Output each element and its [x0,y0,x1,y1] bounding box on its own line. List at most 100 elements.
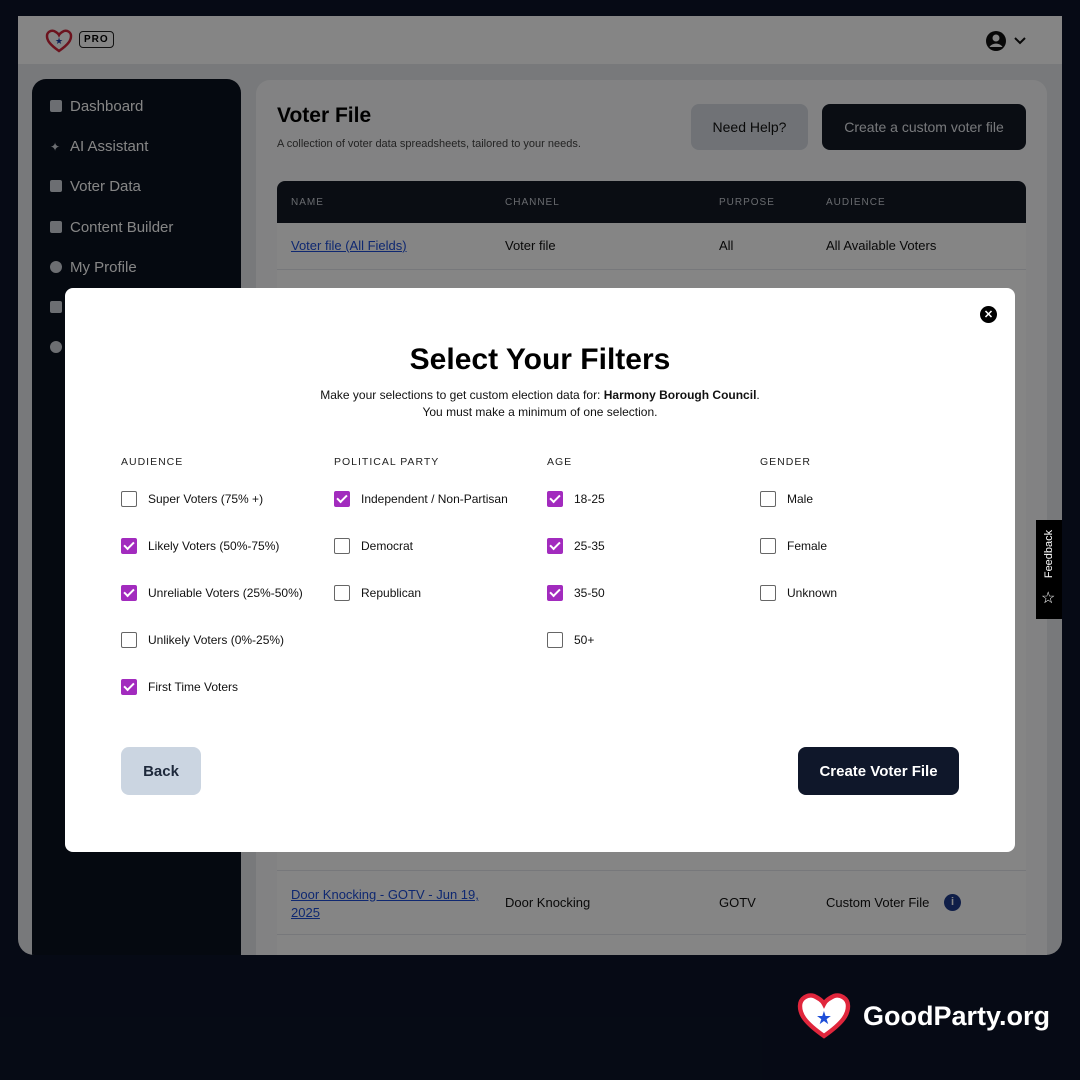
checkbox[interactable] [547,490,563,507]
goodparty-heart-logo-icon: ★ [797,993,851,1039]
sidebar-item-dashboard[interactable]: Dashboard [50,96,143,116]
row-audience: All Available Voters [826,238,937,253]
filter-group-heading: POLITICAL PARTY [334,456,440,468]
checkbox[interactable] [121,631,137,648]
heart-logo-icon[interactable]: ★ [45,29,73,53]
filter-group-gender: GENDER Male Female Unknown [760,456,960,631]
checkbox[interactable] [334,537,350,554]
sidebar-item-my-profile[interactable]: My Profile [50,257,137,277]
filter-group-heading: AGE [547,456,573,468]
filter-option[interactable]: 18-25 [547,490,747,507]
modal-title: Select Your Filters [409,343,671,376]
table-header: NAME CHANNEL PURPOSE AUDIENCE [277,181,1026,223]
close-icon[interactable]: ✕ [980,306,997,323]
filter-option[interactable]: 35-50 [547,584,747,601]
option-label: Unreliable Voters (25%-50%) [148,585,303,600]
svg-text:★: ★ [816,1008,832,1028]
create-voter-file-button[interactable]: Create Voter File [798,747,959,795]
filter-option[interactable]: Male [760,490,960,507]
need-help-button[interactable]: Need Help? [691,104,808,150]
info-icon[interactable]: i [944,894,961,911]
option-label: Super Voters (75% +) [148,491,264,506]
checkbox[interactable] [334,490,350,507]
sidebar-item-voter-data[interactable]: Voter Data [50,176,141,196]
row-purpose: GOTV [719,895,756,910]
checkbox[interactable] [547,584,563,601]
filter-option[interactable]: Unknown [760,584,960,601]
checkbox[interactable] [760,490,776,507]
option-label: Democrat [361,538,414,553]
filter-group-heading: AUDIENCE [121,456,184,468]
sidebar-item-heart[interactable] [50,337,62,357]
sidebar-item-content-builder[interactable]: Content Builder [50,217,173,237]
column-purpose: PURPOSE [719,196,775,208]
star-icon: ☆ [1041,590,1056,607]
table-row: Voter file (All Fields) Voter file All A… [277,223,1026,270]
row-channel: Voter file [505,238,556,253]
brand-name: GoodParty.org [863,1000,1051,1031]
checkbox[interactable] [760,537,776,554]
row-audience: Custom Voter File [826,895,930,910]
filter-group-age: AGE 18-25 25-35 35-50 50+ [547,456,747,678]
column-channel: CHANNEL [505,196,560,208]
folder-icon [50,180,62,192]
checkbox[interactable] [760,584,776,601]
pro-badge: PRO [79,31,114,48]
chevron-down-icon[interactable] [1014,36,1026,46]
checkbox[interactable] [547,537,563,554]
user-avatar-icon[interactable] [985,30,1007,52]
page-title: Voter File [277,104,372,127]
create-custom-voter-file-button[interactable]: Create a custom voter file [822,104,1026,150]
filter-option[interactable]: Independent / Non-Partisan [334,490,534,507]
sidebar-item-ai-assistant[interactable]: ✦ AI Assistant [50,137,149,155]
feedback-label: Feedback [1043,529,1055,579]
profile-icon [50,261,62,273]
option-label: Likely Voters (50%-75%) [148,538,280,553]
table-row: Door Knocking - GOTV - Jun 19, 2025 Door… [277,870,1026,935]
filter-option[interactable]: Likely Voters (50%-75%) [121,537,321,554]
option-label: 25-35 [574,538,605,553]
filter-option[interactable]: Republican [334,584,534,601]
row-purpose: All [719,238,734,253]
sidebar-item-library[interactable] [50,297,62,317]
top-header: ★ PRO [18,16,1062,64]
option-label: First Time Voters [148,679,239,694]
option-label: Male [787,491,814,506]
checkbox[interactable] [121,537,137,554]
checkbox[interactable] [121,490,137,507]
filter-option[interactable]: Unlikely Voters (0%-25%) [121,631,321,648]
row-name-link[interactable]: Voter file (All Fields) [291,238,407,253]
svg-text:★: ★ [55,36,63,46]
library-icon [50,301,62,313]
filter-option[interactable]: Female [760,537,960,554]
subtitle-suffix: . [756,388,760,402]
checkbox[interactable] [121,678,137,695]
option-label: Independent / Non-Partisan [361,491,508,506]
checkbox[interactable] [547,631,563,648]
select-filters-modal: ✕ Select Your Filters Make your selectio… [65,288,1015,852]
row-name-link[interactable]: Door Knocking - GOTV - Jun 19, 2025 [291,887,479,920]
column-audience: AUDIENCE [826,196,886,208]
checkbox[interactable] [121,584,137,601]
subtitle-text: Make your selections to get custom elect… [320,388,604,402]
heart-icon [50,341,62,353]
option-label: 35-50 [574,585,605,600]
filter-option[interactable]: 50+ [547,631,747,648]
option-label: Unknown [787,585,838,600]
option-label: Unlikely Voters (0%-25%) [148,632,285,647]
modal-subtitle: Make your selections to get custom elect… [65,387,1015,421]
option-label: Female [787,538,828,553]
row-channel: Door Knocking [505,895,591,910]
back-button[interactable]: Back [121,747,201,795]
filter-option[interactable]: Unreliable Voters (25%-50%) [121,584,321,601]
column-name: NAME [291,196,324,208]
filter-option[interactable]: Super Voters (75% +) [121,490,321,507]
filter-option[interactable]: 25-35 [547,537,747,554]
option-label: Republican [361,585,422,600]
goodparty-brand: ★ GoodParty.org [795,992,1050,1040]
checkbox[interactable] [334,584,350,601]
modal-note: You must make a minimum of one selection… [422,405,658,419]
feedback-tab[interactable]: Feedback ☆ [1036,520,1062,619]
filter-option[interactable]: First Time Voters [121,678,321,695]
filter-option[interactable]: Democrat [334,537,534,554]
